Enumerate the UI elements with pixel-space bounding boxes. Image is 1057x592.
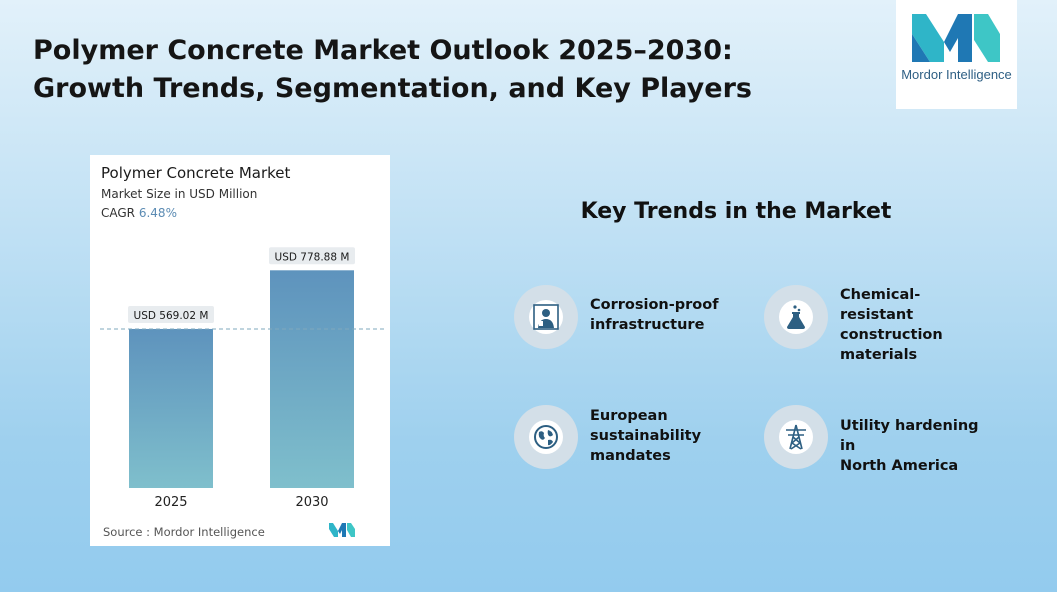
mordor-small-logo-icon	[329, 523, 355, 537]
trend-icon-circle	[764, 405, 828, 469]
value-label-box	[128, 305, 214, 323]
market-chart-card: Polymer Concrete Market Market Size in U…	[90, 155, 390, 546]
category-label: 2025	[154, 495, 187, 510]
transmission-tower-icon	[786, 424, 806, 450]
trend-label: Utility hardening in North America	[840, 418, 979, 474]
trend-icon-circle	[764, 285, 828, 349]
engineer-icon	[533, 304, 559, 330]
cagr-line: CAGR 6.48%	[101, 206, 177, 220]
bar-chart: USD 569.02 M 2025 USD 778.88 M 2030	[100, 247, 386, 510]
brand-logo: Mordor Intelligence	[896, 0, 1017, 109]
trend-icon-circle	[514, 285, 578, 349]
page-title: Polymer Concrete Market Outlook 2025–203…	[33, 32, 833, 108]
value-label-box	[269, 247, 355, 265]
title-line-1: Polymer Concrete Market Outlook 2025–203…	[33, 35, 733, 66]
cagr-label: CAGR	[101, 206, 136, 220]
key-trends-heading: Key Trends in the Market	[580, 199, 892, 224]
chart-subtitle: Market Size in USD Million	[101, 187, 258, 201]
category-label: 2030	[295, 495, 328, 510]
trend-icon-circle	[514, 405, 578, 469]
chart-title: Polymer Concrete Market	[101, 164, 291, 182]
trend-label: European sustainability mandates	[590, 408, 702, 464]
globe-icon	[534, 425, 558, 449]
mordor-logo-icon	[912, 14, 1000, 62]
cagr-value: 6.48%	[138, 206, 177, 220]
value-label: USD 569.02 M	[134, 310, 209, 322]
trend-label: Corrosion-proof infrastructure	[590, 297, 719, 333]
bar	[270, 270, 354, 488]
value-label: USD 778.88 M	[275, 251, 350, 263]
bar	[129, 328, 213, 488]
trend-label: Chemical-resistant construction material…	[840, 287, 943, 363]
source-note: Source : Mordor Intelligence	[103, 525, 265, 539]
title-line-2: Growth Trends, Segmentation, and Key Pla…	[33, 73, 752, 104]
flask-icon	[787, 305, 805, 329]
logo-text: Mordor Intelligence	[901, 67, 1012, 82]
